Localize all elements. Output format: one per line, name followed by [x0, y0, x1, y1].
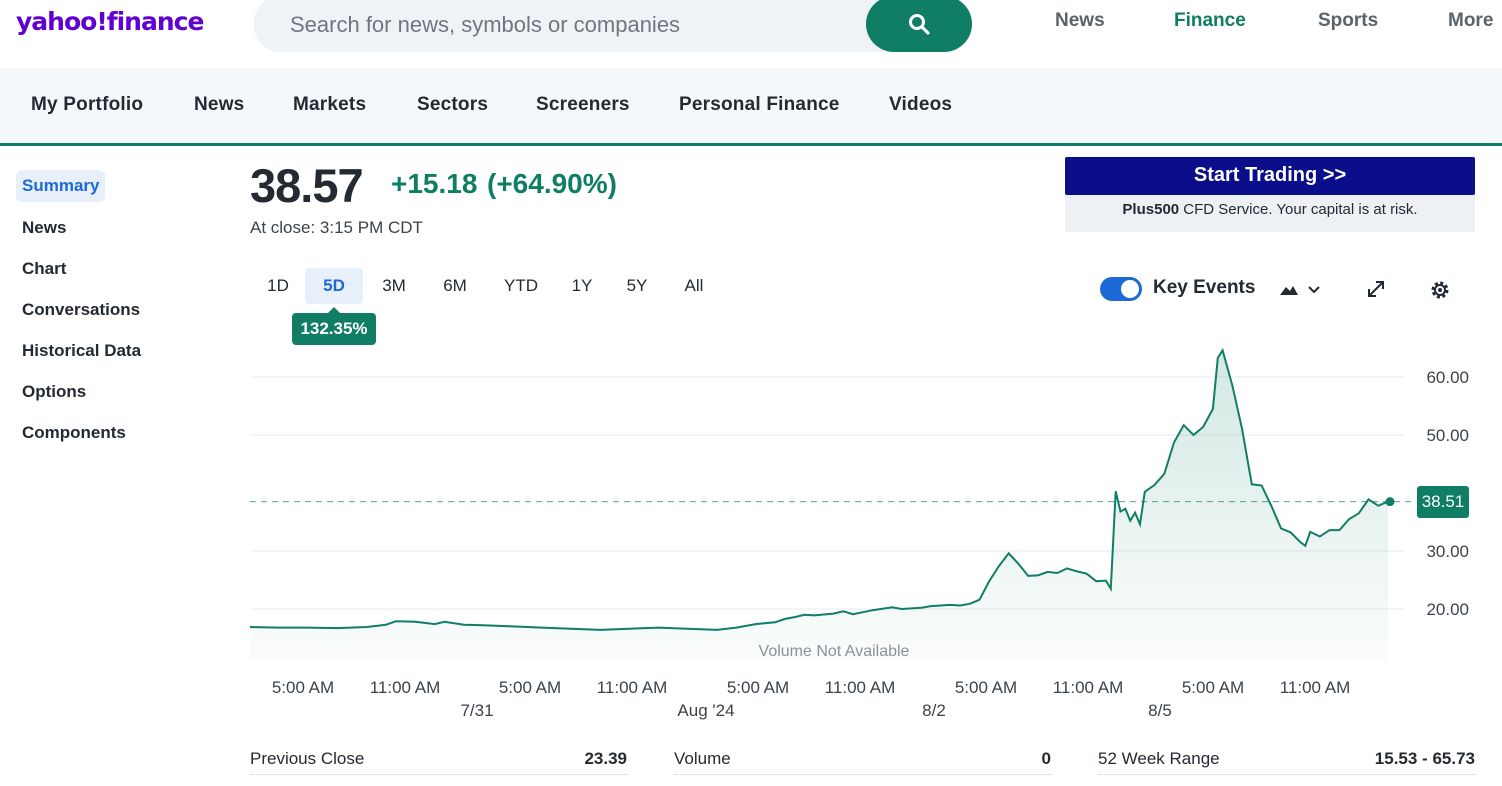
y-axis-tick-label: 60.00: [1426, 368, 1469, 387]
subnav-videos[interactable]: Videos: [889, 94, 953, 115]
chart-price-line: [249, 347, 1389, 631]
sub-nav: My Portfolio News Markets Sectors Screen…: [0, 68, 1502, 146]
search-box: [254, 0, 972, 52]
x-axis-time-label: 5:00 AM: [727, 678, 789, 697]
x-axis-time-label: 5:00 AM: [499, 678, 561, 697]
side-nav-chart[interactable]: Chart: [22, 259, 67, 278]
range-tab-5y[interactable]: 5Y: [626, 276, 648, 295]
stat-52-week-range-label: 52 Week Range: [1098, 749, 1220, 768]
side-nav-summary[interactable]: Summary: [16, 170, 106, 202]
subnav-markets[interactable]: Markets: [293, 94, 367, 115]
mountain-chart-icon: [1280, 286, 1298, 295]
x-axis-time-label: 11:00 AM: [825, 678, 896, 697]
top-nav-sports[interactable]: Sports: [1318, 10, 1379, 31]
stat-divider: [1098, 774, 1475, 775]
stat-divider: [674, 774, 1051, 775]
chevron-down-icon: [1308, 286, 1320, 294]
x-axis-date-label: 7/31: [460, 701, 493, 720]
top-nav-more[interactable]: More: [1448, 10, 1494, 31]
range-tab-all[interactable]: All: [684, 276, 704, 295]
x-axis-time-label: 11:00 AM: [597, 678, 668, 697]
ad-disclaimer: Plus500 CFD Service. Your capital is at …: [1065, 201, 1475, 218]
side-nav-news[interactable]: News: [22, 218, 67, 237]
chart-area-fill: [250, 350, 1388, 660]
y-axis-tick-label: 30.00: [1426, 542, 1469, 561]
chart-y-axis: 60.00 50.00 30.00 20.00: [1426, 368, 1469, 619]
top-nav-news[interactable]: News: [1055, 10, 1105, 31]
x-axis-time-label: 5:00 AM: [955, 678, 1017, 697]
stat-volume-value: 0: [1041, 749, 1051, 768]
side-nav-components[interactable]: Components: [22, 423, 126, 442]
x-axis-time-label: 5:00 AM: [272, 678, 334, 697]
volume-not-available: Volume Not Available: [759, 643, 910, 660]
subnav-my-portfolio[interactable]: My Portfolio: [31, 94, 144, 115]
y-axis-tick-label: 50.00: [1426, 426, 1469, 445]
search-input[interactable]: [288, 6, 852, 44]
side-nav-options[interactable]: Options: [22, 382, 87, 401]
y-axis-tick-label: 20.00: [1426, 600, 1469, 619]
x-axis-time-label: 11:00 AM: [370, 678, 441, 697]
subnav-sectors[interactable]: Sectors: [417, 94, 489, 115]
search-icon: [909, 14, 930, 35]
current-price-tag: 38.51: [1417, 486, 1469, 518]
subnav-personal-finance[interactable]: Personal Finance: [679, 94, 840, 115]
trading-ad: Start Trading >> Plus500 CFD Service. Yo…: [1065, 157, 1475, 232]
gear-icon[interactable]: [1429, 279, 1451, 301]
range-tab-1y[interactable]: 1Y: [571, 276, 593, 295]
key-events-label: Key Events: [1153, 277, 1256, 298]
expand-icon[interactable]: [1365, 278, 1387, 300]
top-bar: yahoo!finance News Finance Sports More: [0, 0, 1502, 68]
side-nav-conversations[interactable]: Conversations: [22, 300, 141, 319]
search-button[interactable]: [866, 0, 972, 52]
x-axis-date-label: 8/5: [1148, 701, 1172, 720]
ad-disclaimer-text: CFD Service. Your capital is at risk.: [1179, 201, 1418, 218]
stat-previous-close-value: 23.39: [584, 749, 627, 768]
range-tab-ytd[interactable]: YTD: [504, 276, 538, 295]
ad-brand: Plus500: [1122, 201, 1180, 218]
stat-volume-label: Volume: [674, 749, 731, 768]
start-trading-button[interactable]: Start Trading >>: [1065, 157, 1475, 195]
range-tab-6m[interactable]: 6M: [443, 276, 467, 295]
chart-last-point: [1385, 497, 1395, 507]
range-tab-3m[interactable]: 3M: [382, 276, 406, 295]
key-events-toggle[interactable]: [1100, 277, 1142, 301]
range-tab-1d[interactable]: 1D: [267, 276, 289, 295]
x-axis-date-label: Aug '24: [677, 701, 734, 720]
stat-divider: [250, 774, 627, 775]
x-axis-time-label: 11:00 AM: [1280, 678, 1351, 697]
quote-price: 38.57: [250, 159, 364, 212]
chart-type-selector[interactable]: [1278, 280, 1324, 298]
side-nav-historical-data[interactable]: Historical Data: [22, 341, 142, 360]
x-axis-time-label: 11:00 AM: [1053, 678, 1124, 697]
subnav-news[interactable]: News: [194, 94, 245, 115]
stat-previous-close-label: Previous Close: [250, 749, 365, 768]
x-axis-date-label: 8/2: [922, 701, 946, 720]
quote-change: +15.18: [391, 168, 478, 199]
x-axis-time-label: 5:00 AM: [1182, 678, 1244, 697]
stat-52-week-range-value: 15.53 - 65.73: [1374, 749, 1475, 768]
subnav-screeners[interactable]: Screeners: [536, 94, 630, 115]
top-nav-finance[interactable]: Finance: [1174, 10, 1246, 31]
range-change-badge: 132.35%: [292, 307, 376, 345]
market-close-time: At close: 3:15 PM CDT: [250, 218, 423, 237]
quote-change-percent: (+64.90%): [487, 168, 617, 199]
yahoo-finance-logo[interactable]: yahoo!finance: [16, 7, 204, 36]
range-tab-5d[interactable]: 5D: [305, 268, 363, 304]
chart-x-axis: 5:00 AM 11:00 AM 5:00 AM 11:00 AM 5:00 AM 11:…: [272, 678, 1350, 720]
